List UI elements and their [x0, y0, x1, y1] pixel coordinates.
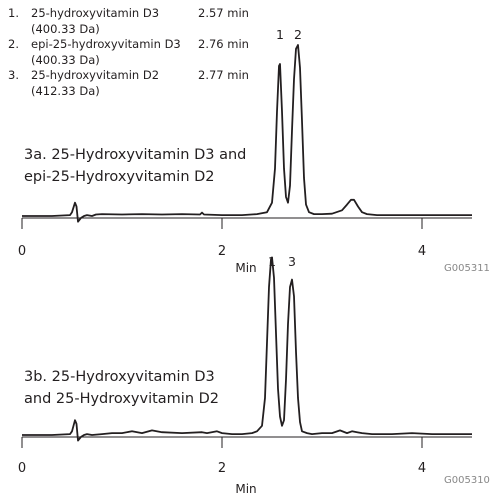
x-tick-label: 4 [418, 461, 426, 476]
chromatogram-trace [22, 44, 472, 223]
legend-mass: (412.33 Da) [31, 83, 100, 98]
x-tick-label: 2 [218, 244, 226, 259]
legend-number: 2. [8, 37, 19, 51]
peak-legend: 1. 25-hydroxyvitamin D3 2.57 min (400.33… [8, 6, 249, 99]
legend-mass: (400.33 Da) [31, 52, 100, 67]
legend-retention-time: 2.77 min [198, 68, 249, 82]
legend-item: 2. epi-25-hydroxyvitamin D3 2.76 min [8, 37, 249, 53]
figure-code: G005311 [444, 263, 490, 274]
x-tick-label: 0 [18, 244, 26, 259]
peak-label: 2 [294, 27, 302, 42]
figure-code: G005310 [444, 475, 490, 486]
chart-title-3a: 3a. 25-Hydroxyvitamin D3 and epi-25-Hydr… [24, 144, 246, 188]
x-tick-label: 0 [18, 461, 26, 476]
legend-mass: (400.33 Da) [31, 21, 100, 36]
chromatogram-trace [22, 256, 472, 442]
legend-number: 1. [8, 6, 19, 20]
peak-label: 1 [268, 254, 276, 269]
peak-label: 1 [276, 27, 284, 42]
peak-label: 3 [288, 254, 296, 269]
x-axis-label: Min [235, 261, 256, 275]
legend-retention-time: 2.76 min [198, 37, 249, 51]
chart-subtitle-line: epi-25-Hydroxyvitamin D2 [24, 169, 215, 185]
chart-subtitle-line: and 25-Hydroxyvitamin D2 [24, 391, 220, 407]
legend-item: 3. 25-hydroxyvitamin D2 2.77 min [8, 68, 249, 84]
x-tick-label: 4 [418, 244, 426, 259]
legend-compound: epi-25-hydroxyvitamin D3 [31, 37, 181, 51]
chart-title-line: 3a. 25-Hydroxyvitamin D3 and [24, 147, 247, 163]
x-tick-label: 2 [218, 461, 226, 476]
legend-compound: 25-hydroxyvitamin D2 [31, 68, 160, 82]
chart-title-3b: 3b. 25-Hydroxyvitamin D3 and 25-Hydroxyv… [24, 366, 219, 410]
legend-compound: 25-hydroxyvitamin D3 [31, 6, 160, 20]
legend-item: 1. 25-hydroxyvitamin D3 2.57 min [8, 6, 249, 22]
legend-retention-time: 2.57 min [198, 6, 249, 20]
chart-title-line: 3b. 25-Hydroxyvitamin D3 [24, 369, 215, 385]
legend-number: 3. [8, 68, 19, 82]
x-axis-label: Min [235, 482, 256, 496]
